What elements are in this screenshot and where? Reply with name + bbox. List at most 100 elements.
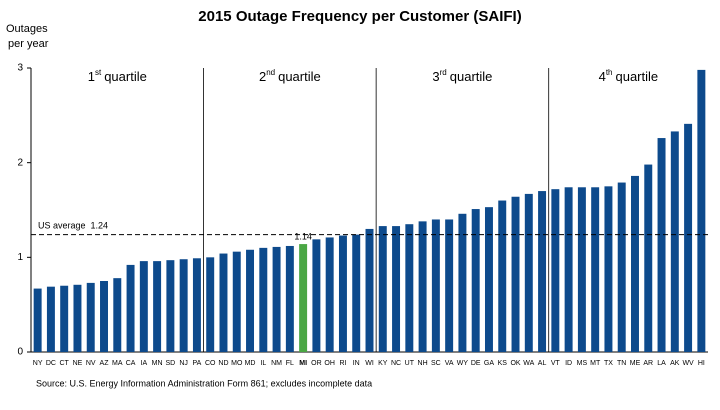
x-tick-label: ND	[218, 360, 228, 367]
x-tick-label: MA	[112, 360, 123, 367]
x-tick-label: WV	[682, 360, 694, 367]
bar	[259, 247, 268, 352]
x-tick-label: WY	[457, 360, 469, 367]
bar	[312, 239, 321, 352]
quartile-label: 3rd quartile	[432, 68, 492, 84]
bar	[551, 189, 560, 352]
x-tick-label: TX	[604, 360, 613, 367]
x-tick-label: OH	[324, 360, 335, 367]
bar	[232, 251, 241, 352]
bar	[418, 221, 427, 352]
bar	[378, 226, 387, 352]
bar	[644, 164, 653, 352]
x-tick-label: VA	[445, 360, 454, 367]
bar	[604, 186, 613, 352]
x-tick-label: GA	[484, 360, 494, 367]
bar	[73, 284, 82, 352]
x-tick-label: AL	[538, 360, 547, 367]
bar	[670, 131, 679, 352]
bar	[352, 234, 361, 352]
bar	[684, 123, 693, 352]
x-tick-label: ME	[630, 360, 641, 367]
bar	[631, 175, 639, 352]
quartile-text: quartile	[615, 69, 658, 84]
reference-value: 1.24	[91, 221, 109, 231]
x-tick-label: KY	[378, 360, 388, 367]
x-tick-label: IN	[353, 360, 360, 367]
bar	[166, 260, 175, 352]
bar	[192, 258, 201, 352]
y-tick-label: 3	[17, 63, 23, 74]
bar	[272, 246, 281, 352]
quartile-ordinal: 3	[432, 69, 439, 84]
quartile-label: 4th quartile	[599, 68, 659, 84]
quartile-text: quartile	[104, 69, 147, 84]
y-tick-label: 0	[17, 347, 23, 358]
x-tick-label: OR	[311, 360, 322, 367]
quartile-label: 2nd quartile	[259, 68, 321, 84]
bar	[405, 224, 414, 352]
bar	[564, 187, 573, 352]
bar	[471, 209, 480, 352]
bar	[179, 259, 188, 352]
quartile-text: quartile	[278, 69, 321, 84]
source-note: Source: U.S. Energy Information Administ…	[36, 378, 372, 388]
bar	[498, 200, 507, 352]
x-tick-label: MI	[299, 360, 307, 367]
bar	[431, 219, 440, 352]
x-tick-label: TN	[617, 360, 626, 367]
bar	[219, 253, 228, 352]
x-tick-label: IA	[141, 360, 148, 367]
bar	[697, 69, 706, 352]
bar	[524, 193, 533, 352]
bar	[657, 138, 666, 352]
x-tick-label: DC	[46, 360, 56, 367]
x-tick-label: FL	[286, 360, 294, 367]
x-tick-label: MD	[245, 360, 256, 367]
x-tick-label: SC	[431, 360, 441, 367]
x-tick-label: AR	[643, 360, 653, 367]
x-tick-label: DE	[471, 360, 481, 367]
quartile-suffix: th	[606, 68, 613, 77]
x-tick-label: MO	[231, 360, 243, 367]
bar	[299, 244, 308, 352]
x-tick-label: IL	[260, 360, 266, 367]
quartile-label: 1st quartile	[88, 68, 147, 84]
bar	[113, 278, 122, 352]
x-tick-label: WA	[523, 360, 534, 367]
quartile-suffix: rd	[440, 68, 447, 77]
x-tick-label: AK	[670, 360, 680, 367]
x-tick-label: NH	[418, 360, 428, 367]
bar	[33, 288, 42, 352]
quartile-suffix: st	[95, 68, 102, 77]
x-tick-label: VT	[551, 360, 561, 367]
bar	[325, 237, 334, 352]
x-tick-label: KS	[498, 360, 508, 367]
bar	[338, 235, 347, 352]
y-axis-label: Outages	[6, 23, 48, 35]
bar	[153, 261, 162, 352]
x-tick-label: SD	[166, 360, 176, 367]
bar	[139, 261, 148, 352]
x-tick-label: NY	[33, 360, 43, 367]
bar	[484, 207, 493, 352]
bar	[60, 285, 69, 352]
x-tick-label: UT	[405, 360, 415, 367]
y-tick-label: 1	[17, 252, 23, 263]
bar	[577, 187, 586, 352]
quartile-ordinal: 2	[259, 69, 266, 84]
bar	[365, 228, 374, 352]
quartile-ordinal: 1	[88, 69, 95, 84]
x-tick-label: CO	[205, 360, 216, 367]
x-tick-label: NJ	[179, 360, 188, 367]
x-tick-label: MT	[590, 360, 601, 367]
quartile-ordinal: 4	[599, 69, 606, 84]
reference-name: US average	[38, 221, 86, 231]
x-tick-label: ID	[565, 360, 572, 367]
bar	[46, 286, 55, 352]
bar	[445, 219, 454, 352]
bar	[591, 187, 600, 352]
bar	[511, 196, 520, 352]
bar	[86, 282, 95, 352]
x-tick-label: MS	[577, 360, 588, 367]
